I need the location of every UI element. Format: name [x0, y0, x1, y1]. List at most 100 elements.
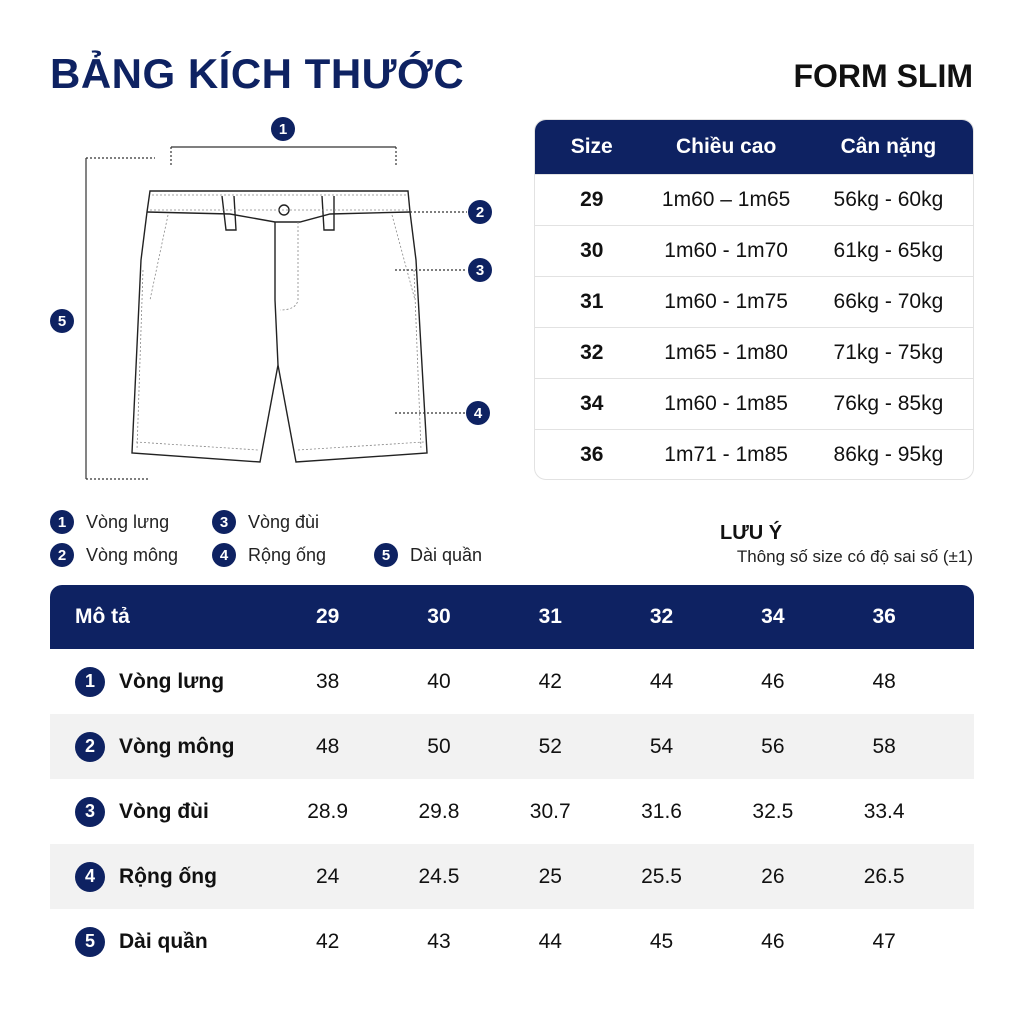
weight: 71kg - 75kg — [833, 341, 944, 364]
height: 1m60 - 1m70 — [664, 239, 788, 262]
height: 1m71 - 1m85 — [664, 443, 788, 466]
measurement-name: Vòng đùi — [119, 799, 209, 823]
page-title: BẢNG KÍCH THƯỚC — [50, 50, 465, 97]
header-size: 31 — [538, 605, 562, 628]
header-height: Chiều cao — [675, 135, 777, 158]
measurement-value: 47 — [872, 929, 896, 953]
row-label: 4 Rộng ống — [50, 861, 272, 892]
legend-label: Vòng mông — [86, 544, 179, 565]
measurement-value: 25.5 — [641, 864, 682, 888]
weight: 76kg - 85kg — [833, 392, 944, 415]
marker-1 — [271, 117, 295, 141]
weight: 86kg - 95kg — [833, 443, 944, 466]
table-row: 34 1m60 - 1m85 76kg - 85kg — [535, 378, 973, 429]
measurement-value: 48 — [315, 734, 340, 758]
measurement-name: Rộng ống — [119, 864, 217, 888]
measurement-value: 38 — [315, 669, 340, 693]
legend-label: Vòng lưng — [86, 511, 170, 532]
svg-text:2: 2 — [476, 204, 484, 221]
svg-text:5: 5 — [58, 313, 66, 330]
table-row: 32 1m65 - 1m80 71kg - 75kg — [535, 327, 973, 378]
size: 29 — [580, 188, 604, 211]
height: 1m65 - 1m80 — [664, 341, 788, 364]
measurement-value: 30.7 — [529, 799, 571, 823]
header-weight: Cân nặng — [840, 135, 937, 158]
measurement-value: 24 — [315, 864, 340, 888]
size: 30 — [580, 239, 604, 262]
number-badge: 4 — [75, 861, 105, 892]
number-badge: 1 — [75, 666, 105, 697]
measurement-value: 48 — [872, 669, 896, 693]
measurement-table: Mô tả 29 30 31 32 34 36 1 Vòng lưng 38 40 42… — [50, 585, 974, 974]
measurement-value: 44 — [649, 669, 674, 693]
waistband — [146, 211, 411, 223]
measurement-value: 32.5 — [752, 799, 794, 823]
measurement-value: 25 — [538, 864, 562, 888]
number-badge: 4 — [212, 543, 236, 567]
measurement-name: Vòng lưng — [119, 669, 225, 693]
measurement-value: 46 — [761, 929, 785, 953]
number-badge: 3 — [212, 510, 236, 534]
form-label: FORM SLIM — [793, 58, 973, 94]
measurement-value: 29.8 — [418, 799, 460, 823]
marker-2 — [468, 200, 492, 224]
header-size: 29 — [315, 605, 340, 628]
number-badge: 2 — [50, 543, 74, 567]
legend-item: 5 Dài quần — [374, 543, 482, 567]
height: 1m60 - 1m85 — [664, 392, 788, 415]
svg-text:1: 1 — [279, 121, 287, 138]
measurement-value: 26.5 — [863, 864, 905, 888]
svg-text:3: 3 — [476, 262, 484, 279]
weight: 56kg - 60kg — [833, 188, 944, 211]
table-row: 1 Vòng lưng 38 40 42 44 46 48 — [50, 649, 974, 714]
measurement-value: 24.5 — [418, 864, 460, 888]
measurement-name: Vòng mông — [119, 734, 235, 758]
number-badge: 2 — [75, 731, 105, 762]
height: 1m60 – 1m65 — [661, 188, 791, 211]
table-row: 4 Rộng ống 24 24.5 25 25.5 26 26.5 — [50, 844, 974, 909]
legend-label: Dài quần — [410, 544, 483, 565]
measurement-value: 42 — [315, 929, 340, 953]
height: 1m60 - 1m75 — [664, 290, 788, 313]
row-label: 5 Dài quần — [50, 926, 272, 957]
shorts-outline — [131, 190, 428, 463]
header-description: Mô tả — [75, 605, 130, 628]
note-text: Thông số size có độ sai số (±1) — [736, 547, 973, 566]
table-row: 36 1m71 - 1m85 86kg - 95kg — [535, 429, 973, 479]
note-title: LƯU Ý — [720, 522, 783, 544]
number-badge: 5 — [374, 543, 398, 567]
measurement-value: 52 — [538, 734, 562, 758]
table-row: 3 Vòng đùi 28.9 29.8 30.7 31.6 32.5 33.4 — [50, 779, 974, 844]
header-size: Size — [570, 135, 613, 158]
table-row: 5 Dài quần 42 43 44 45 46 47 — [50, 909, 974, 974]
number-badge: 3 — [75, 796, 105, 827]
table-row: 31 1m60 - 1m75 66kg - 70kg — [535, 276, 973, 327]
size-table-header: Size Chiều cao Cân nặng — [535, 120, 973, 174]
measurement-table-header: Mô tả 29 30 31 32 34 36 — [50, 585, 974, 649]
header-size: 34 — [761, 605, 785, 628]
measurement-value: 31.6 — [641, 799, 682, 823]
legend-label: Rộng ống — [248, 544, 327, 565]
header-size: 30 — [427, 605, 451, 628]
header-size: 32 — [649, 605, 674, 628]
size: 31 — [580, 290, 604, 313]
table-row: 2 Vòng mông 48 50 52 54 56 58 — [50, 714, 974, 779]
measurement-value: 28.9 — [307, 799, 349, 823]
marker-5 — [50, 309, 74, 333]
measurement-value: 54 — [649, 734, 674, 758]
table-row: 30 1m60 - 1m70 61kg - 65kg — [535, 225, 973, 276]
measurement-value: 26 — [761, 864, 785, 888]
measurement-value: 56 — [761, 734, 785, 758]
number-badge: 5 — [75, 926, 105, 957]
measurement-name: Dài quần — [119, 929, 208, 953]
measurement-value: 43 — [427, 929, 451, 953]
header-size: 36 — [872, 605, 896, 628]
legend-item: 2 Vòng mông — [50, 543, 178, 567]
size: 36 — [580, 443, 604, 466]
measurement-value: 45 — [649, 929, 674, 953]
measurement-value: 46 — [761, 669, 785, 693]
measurement-value: 50 — [427, 734, 451, 758]
measurement-value: 44 — [538, 929, 562, 953]
svg-text:4: 4 — [474, 405, 483, 422]
weight: 61kg - 65kg — [833, 239, 944, 262]
